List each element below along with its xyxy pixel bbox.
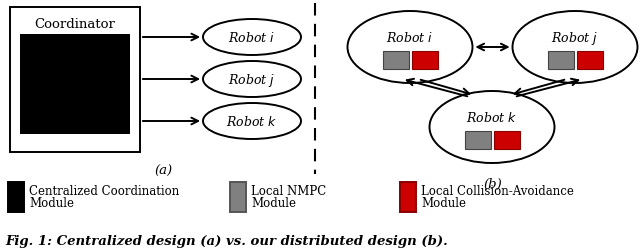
Bar [230,182,246,212]
Bar [465,132,490,149]
Text: Robot $i$: Robot $i$ [387,31,433,45]
Bar [20,35,130,135]
Ellipse shape [429,92,554,163]
Text: Module: Module [421,196,466,209]
Text: (a): (a) [154,164,173,177]
Text: Robot $j$: Robot $j$ [552,29,598,46]
Bar [547,52,573,70]
Text: Robot $i$: Robot $i$ [228,31,276,45]
Bar [8,182,24,212]
Ellipse shape [203,62,301,98]
Text: Centralized Coordination: Centralized Coordination [29,184,179,197]
Ellipse shape [203,20,301,56]
Bar [412,52,438,70]
Text: Coordinator: Coordinator [35,17,115,30]
Text: Fig. 1: Centralized design (a) vs. our distributed design (b).: Fig. 1: Centralized design (a) vs. our d… [5,235,448,247]
Text: Robot $k$: Robot $k$ [227,115,278,129]
Text: Module: Module [251,196,296,209]
Bar [10,8,140,152]
Text: (b): (b) [483,177,502,190]
Bar [577,52,602,70]
Text: Robot $k$: Robot $k$ [467,111,518,124]
Ellipse shape [203,104,301,139]
Text: Module: Module [29,196,74,209]
Text: Local Collision-Avoidance: Local Collision-Avoidance [421,184,574,197]
Bar [493,132,520,149]
Ellipse shape [513,12,637,84]
Bar [400,182,416,212]
Bar [383,52,408,70]
Text: Local NMPC: Local NMPC [251,184,326,197]
Ellipse shape [348,12,472,84]
Text: Robot $j$: Robot $j$ [228,71,276,88]
